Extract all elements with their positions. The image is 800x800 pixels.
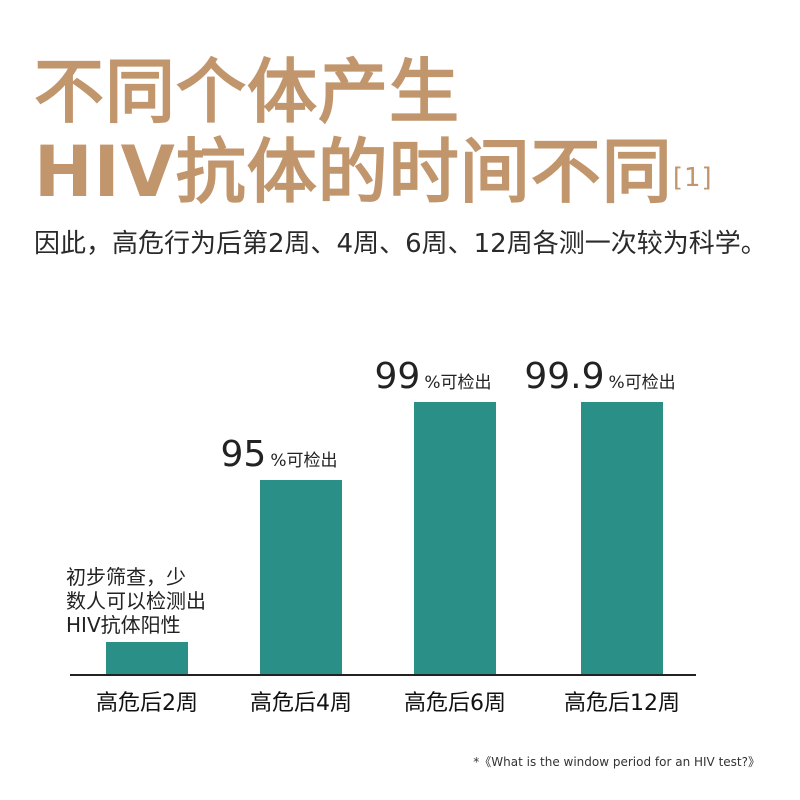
bar-2 <box>260 480 342 674</box>
category-label-1: 高危后2周 <box>96 691 198 716</box>
footnote: *《What is the window period for an HIV t… <box>473 755 760 769</box>
bar-value-label-4: 99.9 %可检出 <box>524 356 675 397</box>
bar-value-label-3: 99 %可检出 <box>375 356 492 397</box>
bar-3 <box>414 402 496 674</box>
bar-1 <box>106 642 188 674</box>
title-line-2: HIV抗体的时间不同[1] <box>34 132 713 212</box>
bar-1-annotation-line-2: 数人可以检测出 <box>66 589 206 613</box>
bar-value-label-2: 95 %可检出 <box>221 434 338 475</box>
title-line-1: 不同个体产生 <box>34 51 460 133</box>
category-label-2: 高危后4周 <box>250 691 352 716</box>
page-title: 不同个体产生 HIV抗体的时间不同[1] <box>34 52 713 212</box>
category-label-4: 高危后12周 <box>564 691 680 716</box>
subtitle: 因此，高危行为后第2周、4周、6周、12周各测一次较为科学。 <box>34 229 767 259</box>
title-line-2-text: HIV抗体的时间不同 <box>34 131 673 213</box>
reference-mark: [1] <box>672 163 713 193</box>
bar-1-annotation-line-1: 初步筛查，少 <box>66 565 186 589</box>
bar-4 <box>581 402 663 674</box>
bar-1-annotation-line-3: HIV抗体阳性 <box>66 613 181 637</box>
category-label-3: 高危后6周 <box>404 691 506 716</box>
